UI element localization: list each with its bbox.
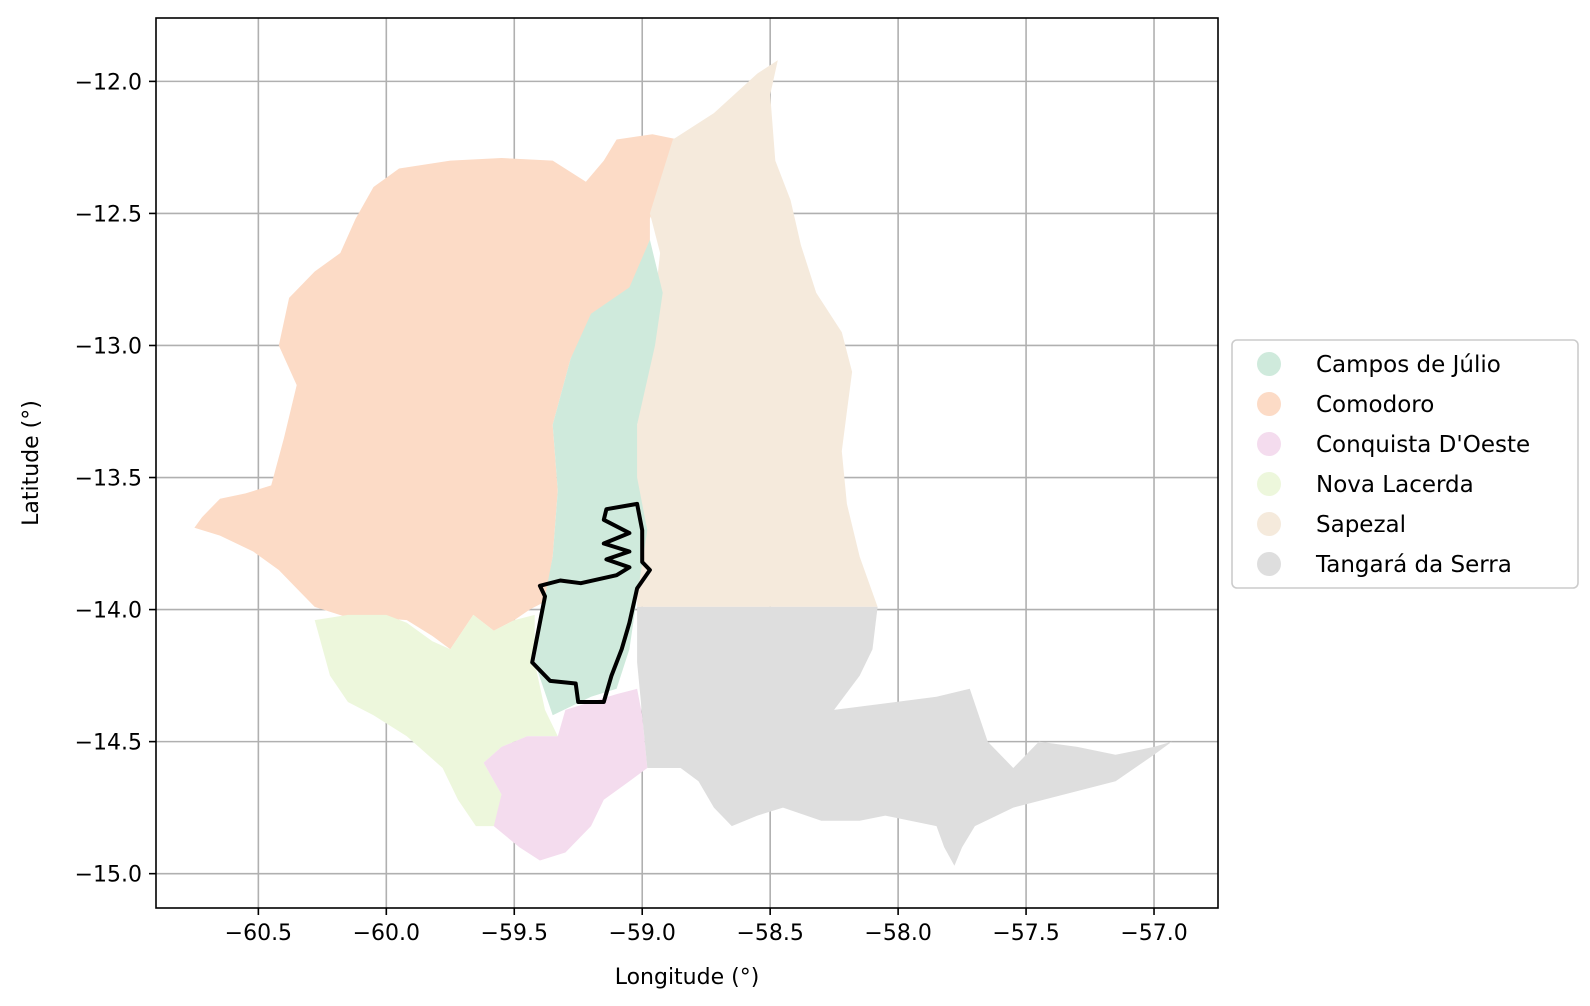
legend-label: Tangará da Serra [1315,552,1512,578]
legend: Campos de Júlio Comodoro Conquista D'Oeste… [1231,339,1579,589]
y-axis-label: Latitude (°) [19,400,44,526]
legend-frame [1231,339,1579,589]
x-tick-label: −58.5 [736,921,803,946]
legend-items: Campos de Júlio Comodoro Conquista D'Oeste… [1257,352,1530,578]
y-tick-label: −12.0 [75,70,142,95]
y-tick-label: −12.5 [75,202,142,227]
legend-label: Conquista D'Oeste [1316,432,1530,458]
x-tick-label: −60.0 [353,921,420,946]
legend-marker [1257,472,1281,496]
x-tick-label: −59.0 [609,921,676,946]
y-tick-label: −13.5 [75,467,142,492]
x-tick-label: −57.0 [1120,921,1187,946]
legend-label: Sapezal [1316,512,1406,538]
legend-label: Campos de Júlio [1316,352,1501,378]
y-tick-label: −14.0 [75,599,142,624]
legend-marker [1257,432,1281,456]
legend-marker [1257,512,1281,536]
legend-marker [1257,552,1281,576]
x-tick-label: −59.5 [481,921,548,946]
region-campos-de-ju-lio [534,239,663,716]
y-tick-label: −13.0 [75,334,142,359]
legend-marker [1257,352,1281,376]
region-polygons [194,60,1172,866]
region-sapezal [629,60,878,607]
region-outline-study-area-boundary [530,501,652,704]
region-nova-lacerda [314,614,558,827]
axis-ticks: −60.5 −60.0 −59.5 −59.0 −58.5 −58.0 −57.5 −57.0… [75,70,1188,946]
plot-frame [155,17,1219,909]
y-tick-label: −14.5 [75,731,142,756]
x-tick-label: −57.5 [992,921,1059,946]
region-tangara-da-serra [637,606,1172,866]
region-conquista-d-oeste [483,688,648,861]
x-tick-label: −58.0 [864,921,931,946]
legend-label: Nova Lacerda [1316,472,1474,498]
x-tick-label: −60.5 [225,921,292,946]
y-tick-label: −15.0 [75,863,142,888]
study-area-outline [530,501,652,704]
legend-marker [1257,392,1281,416]
region-comodoro [194,134,678,650]
legend-label: Comodoro [1316,392,1434,418]
x-axis-label: Longitude (°) [615,965,760,990]
